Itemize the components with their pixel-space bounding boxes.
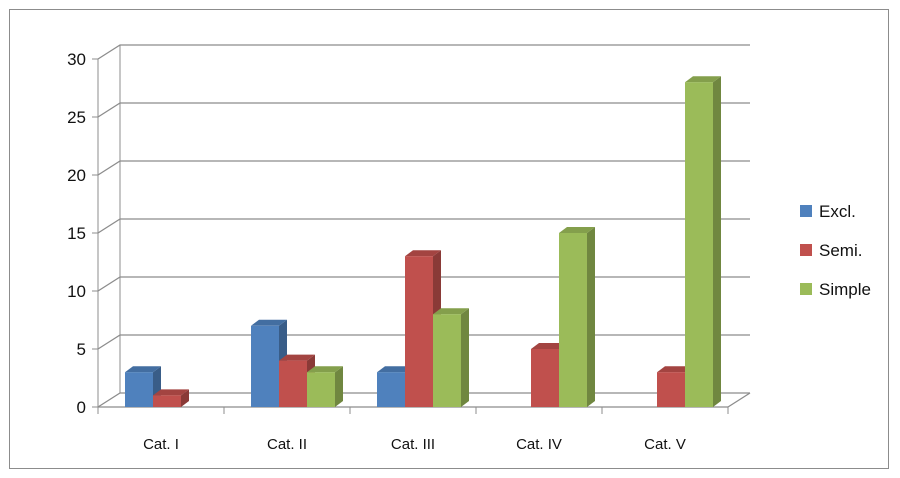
bar-excl-1 [125,366,161,407]
bar-side [181,389,189,407]
bar-simple-2 [307,366,343,407]
gridline [97,276,750,292]
legend-swatch [800,244,812,256]
bar-top [531,343,567,349]
y-tick-label: 10 [67,282,86,301]
x-tick-label: Cat. V [644,436,686,453]
y-tick-label: 25 [67,108,86,127]
bar-top [559,227,595,233]
bar-chart: 0 5 10 15 20 25 30 Cat. I Cat. II Cat. III Cat. IV… [67,44,871,453]
legend-label: Simple [819,280,871,299]
gridline [97,334,750,350]
y-tick-label: 5 [77,340,86,359]
bar-top [153,389,189,396]
legend: Excl. Semi. Simple [800,202,871,299]
chart-frame: 0 5 10 15 20 25 30 Cat. I Cat. II Cat. III Cat. IV… [9,9,889,469]
bar-side [335,366,343,407]
bar-side [461,308,469,407]
bar-top [251,319,287,326]
gridline [97,160,750,176]
bar-simple-5 [685,76,721,407]
bar-front [377,372,405,407]
bar-simple-3 [433,308,469,407]
y-tick-label: 30 [67,50,86,69]
bar-top [279,354,315,361]
legend-item-simple: Simple [800,280,871,299]
gridlines [97,44,750,408]
gridline [97,44,750,60]
bar-simple-4 [559,227,595,407]
bar-top [377,366,413,373]
bar-front [125,372,153,407]
x-tick-label: Cat. III [391,436,435,453]
x-tick-label: Cat. II [267,436,307,453]
bar-semi-1 [153,389,189,407]
bar-top [433,308,469,315]
bar-front [251,325,279,407]
bar-front [153,395,181,407]
bar-front [559,233,587,407]
bar-top [125,366,161,373]
floor-edge [727,392,751,408]
bar-front [307,372,335,407]
bar-top [307,366,343,373]
y-tick-label: 0 [77,398,86,417]
x-tick-label: Cat. I [143,436,179,453]
gridline [97,102,750,118]
legend-swatch [800,283,812,295]
bar-front [279,360,307,407]
bar-front [531,349,559,407]
axis-labels: 0 5 10 15 20 25 30 Cat. I Cat. II Cat. III Cat. IV… [67,50,686,453]
y-tick-label: 15 [67,224,86,243]
bar-front [433,314,461,407]
bars [125,76,721,407]
legend-item-excl: Excl. [800,202,856,221]
bar-excl-2 [251,319,287,407]
bar-top [657,366,693,373]
bar-front [657,372,685,407]
bar-top [405,250,441,257]
bar-side [713,76,721,407]
x-tick-label: Cat. IV [516,436,562,453]
bar-front [405,256,433,407]
legend-item-semi: Semi. [800,241,862,260]
bar-top [685,76,721,83]
legend-swatch [800,205,812,217]
legend-label: Semi. [819,241,862,260]
gridline [97,218,750,234]
legend-label: Excl. [819,202,856,221]
y-tick-label: 20 [67,166,86,185]
bar-front [685,82,713,407]
bar-side [587,227,595,407]
